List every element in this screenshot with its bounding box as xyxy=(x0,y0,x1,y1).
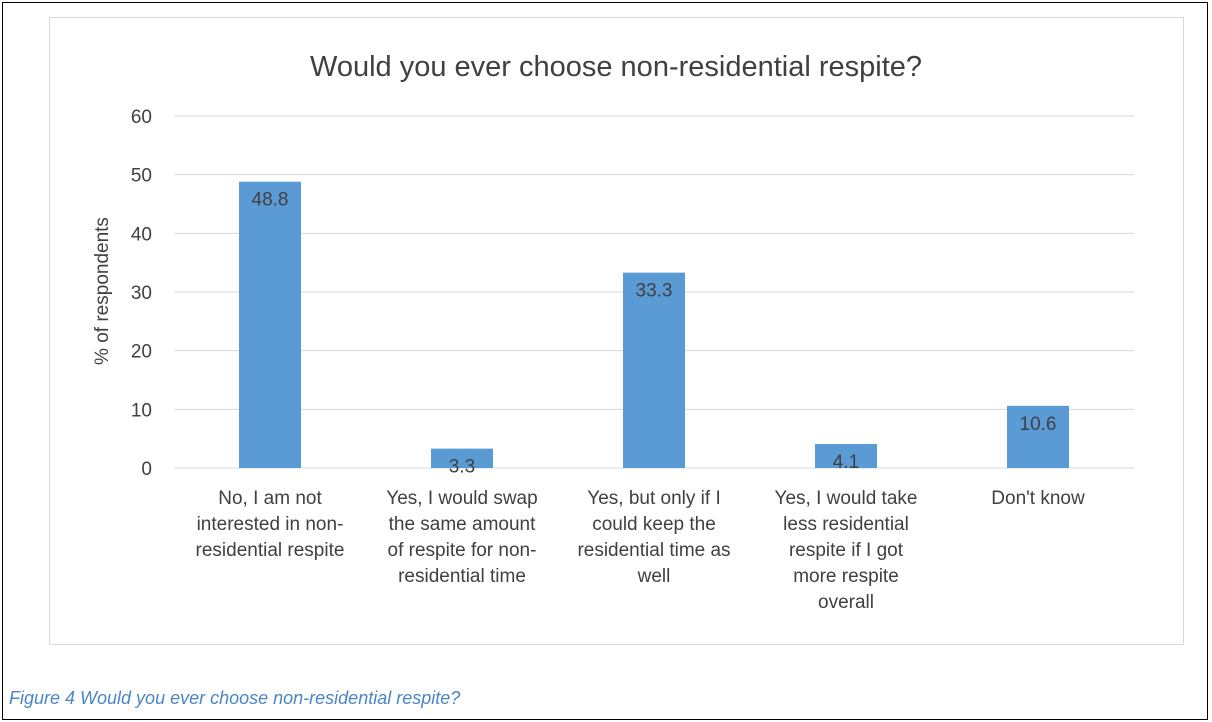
x-tick-label-line: respite if I got xyxy=(789,540,904,561)
x-tick-label-line: overall xyxy=(818,592,874,613)
y-tick-label: 10 xyxy=(131,400,152,421)
x-tick-label: Yes, I would take less residential respite… xyxy=(775,488,918,613)
x-tick-label-line: interested in non- xyxy=(197,514,344,535)
bar xyxy=(1007,405,1069,468)
x-tick-label-line: Don't know xyxy=(991,488,1085,509)
x-tick-label-line: Yes, I would take xyxy=(775,488,918,509)
y-tick-label: 40 xyxy=(131,224,152,245)
data-label: 3.3 xyxy=(449,457,475,478)
x-tick-label-line: residential time xyxy=(398,566,526,587)
x-tick-label-line: could keep the xyxy=(592,514,716,535)
x-tick-label: Yes, I would swap the same amount of respi… xyxy=(386,488,537,587)
bar xyxy=(815,443,877,468)
y-axis-ticks: 0 10 20 30 40 50 60 xyxy=(131,107,152,480)
x-tick-label: Yes, but only if I could keep the resident… xyxy=(577,488,730,587)
bar xyxy=(431,448,493,468)
y-tick-label: 30 xyxy=(131,283,152,304)
x-tick-label-line: residential time as xyxy=(577,540,730,561)
bars xyxy=(239,181,1069,468)
y-tick-label: 50 xyxy=(131,166,152,187)
data-label: 10.6 xyxy=(1020,414,1057,435)
data-label: 48.8 xyxy=(252,190,289,211)
x-tick-label-line: Yes, but only if I xyxy=(587,488,720,509)
y-tick-label: 60 xyxy=(131,107,152,128)
y-tick-label: 20 xyxy=(131,342,152,363)
x-axis-ticks: No, I am not interested in non-residentia… xyxy=(196,488,1085,613)
y-tick-label: 0 xyxy=(141,459,152,480)
x-tick-label-line: more respite xyxy=(793,566,899,587)
x-tick-label-line: less residential xyxy=(783,514,909,535)
x-tick-label-line: the same amount xyxy=(389,514,537,535)
data-label: 33.3 xyxy=(636,281,673,302)
chart-title: Would you ever choose non-residential re… xyxy=(310,51,922,83)
x-tick-label-line: residential respite xyxy=(196,540,345,561)
y-axis-label: % of respondents xyxy=(92,217,113,365)
x-tick-label: No, I am not interested in non-residentia… xyxy=(196,488,345,561)
x-tick-label-line: Yes, I would swap xyxy=(386,488,537,509)
bar xyxy=(239,181,301,468)
figure-caption: Figure 4 Would you ever choose non-resid… xyxy=(9,688,461,708)
x-tick-label-line: No, I am not xyxy=(218,488,322,509)
x-tick-label-line: of respite for non- xyxy=(388,540,537,561)
x-tick-label: Don't know xyxy=(991,488,1085,509)
data-label: 4.1 xyxy=(833,452,859,473)
bar xyxy=(623,272,685,468)
data-labels: 48.8 3.3 33.3 4.1 10.6 xyxy=(252,190,1057,478)
x-tick-label-line: well xyxy=(637,566,671,587)
chart-area xyxy=(49,17,1184,645)
